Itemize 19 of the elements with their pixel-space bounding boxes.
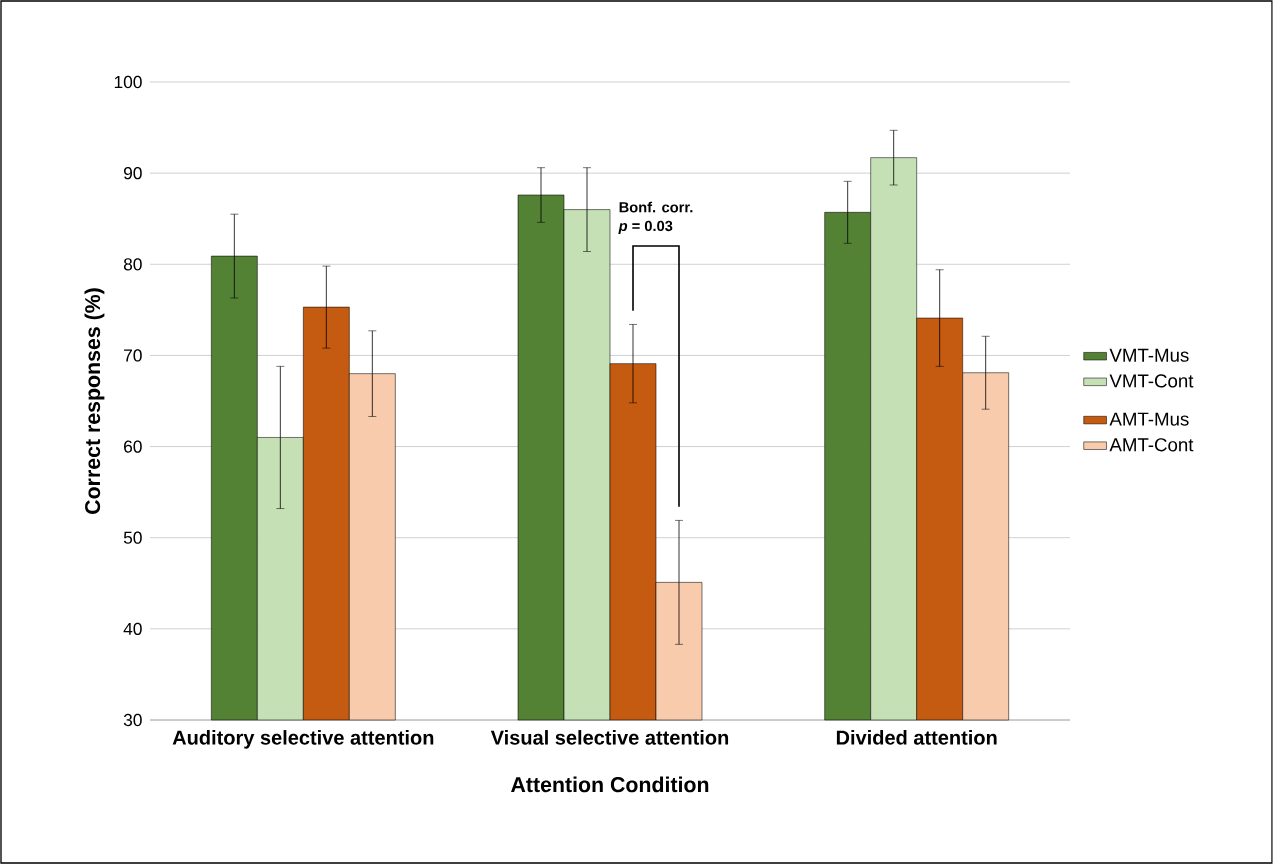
x-axis-title: Attention Condition [511, 776, 709, 793]
annotation: p = 0.03 [618, 220, 673, 234]
y-tick-label: 100 [114, 75, 142, 89]
legend-label: VMT-Mus [1109, 348, 1189, 362]
y-tick-label: 90 [123, 167, 142, 180]
y-tick-label: 80 [123, 258, 142, 271]
x-tick-label: Auditory selective attention [172, 730, 434, 749]
x-tick-label: Visual selective attention [490, 730, 729, 745]
y-axis-title: Correct responses (%) [84, 288, 105, 514]
y-tick-label: 50 [123, 531, 142, 544]
y-tick-label: 60 [124, 440, 142, 453]
legend-label: VMT-Cont [1109, 374, 1194, 388]
y-tick-label: 40 [123, 622, 142, 635]
annotation: Bonf. corr. [619, 201, 693, 213]
y-tick-label: 70 [124, 349, 142, 362]
x-tick-label: Divided attention [836, 730, 997, 745]
legend-label: AMT-Mus [1109, 412, 1189, 426]
legend-label: AMT-Cont [1109, 438, 1194, 452]
y-tick-label: 30 [123, 713, 142, 727]
